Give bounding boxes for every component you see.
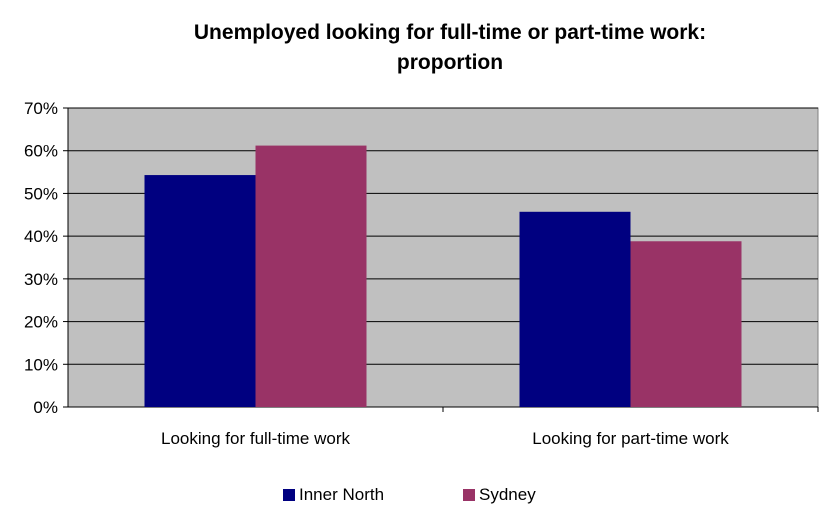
chart-title: Unemployed looking for full-time or part… [60, 18, 829, 78]
bar-sydney-2 [630, 241, 742, 407]
x-category-label: Looking for full-time work [161, 429, 350, 448]
y-tick-label: 10% [24, 355, 58, 374]
y-tick-label: 70% [24, 99, 58, 118]
chart-title-line-1: Unemployed looking for full-time or part… [193, 21, 707, 44]
bar-inner-north-1 [144, 175, 256, 407]
legend-item-sydney: Sydney [463, 485, 536, 505]
y-tick-label: 20% [24, 313, 58, 332]
chart-legend: Inner North Sydney [0, 485, 829, 509]
chart-title-line-2: proportion [396, 51, 504, 74]
x-category-label: Looking for part-time work [532, 429, 729, 448]
bar-chart: 0% 10% 20% 30% 40% 50% 60% 70% Looking for full-… [24, 99, 819, 448]
y-tick-label: 50% [24, 184, 58, 203]
legend-item-inner-north: Inner North [283, 485, 384, 505]
y-tick-label: 60% [24, 142, 58, 161]
legend-swatch-sydney [463, 489, 475, 501]
legend-label-inner-north: Inner North [299, 485, 385, 504]
y-tick-label: 0% [33, 398, 58, 417]
y-tick-label: 30% [24, 270, 58, 289]
bar-inner-north-2 [519, 211, 631, 407]
legend-label-sydney: Sydney [479, 485, 536, 504]
legend-swatch-inner-north [283, 489, 295, 501]
bar-sydney-1 [255, 145, 367, 408]
y-tick-label: 40% [24, 227, 58, 246]
